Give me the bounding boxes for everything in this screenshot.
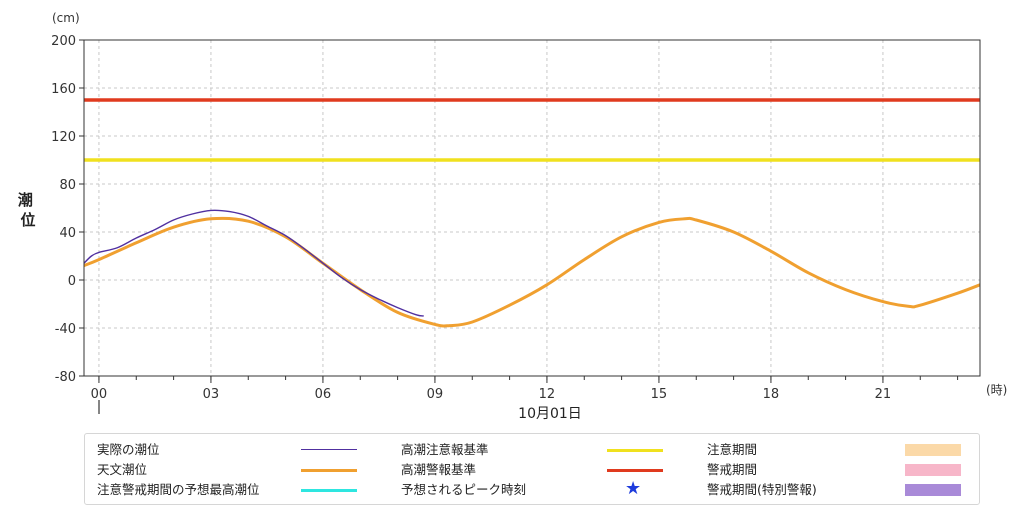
y-axis-label: 潮 位 xyxy=(18,191,38,229)
star-icon: ★ xyxy=(625,478,642,499)
y-tick-label: 200 xyxy=(51,34,76,49)
y-tick-label: 40 xyxy=(59,226,76,241)
series-line xyxy=(83,209,424,317)
series-line xyxy=(83,216,981,328)
series-lines xyxy=(83,209,981,328)
legend: 実際の潮位 高潮注意報基準 注意期間天文潮位 高潮警報基準 警戒期間注意警戒期間の予想最… xyxy=(84,433,980,505)
legend-line-swatch xyxy=(301,449,357,450)
y-tick-label: 160 xyxy=(51,82,76,97)
date-label: 10月01日 xyxy=(518,406,582,422)
legend-item: 高潮注意報基準 xyxy=(401,440,667,460)
legend-line-swatch xyxy=(607,469,663,472)
y-tick-label: 80 xyxy=(59,178,76,193)
y-tick-label: -80 xyxy=(55,370,76,385)
legend-item: 予想されるピーク時刻 ★ xyxy=(401,478,667,500)
legend-label: 天文潮位 xyxy=(97,462,148,477)
x-tick-label: 00 xyxy=(91,387,108,402)
x-tick-label: 12 xyxy=(539,387,556,402)
legend-label: 実際の潮位 xyxy=(97,442,160,457)
grid xyxy=(84,40,980,376)
y-tick-label: 120 xyxy=(51,130,76,145)
y-tick-label: -40 xyxy=(55,322,76,337)
y-unit-label: (cm) xyxy=(52,11,80,25)
legend-label: 高潮注意報基準 xyxy=(401,442,489,457)
y-ticks: 200 160 120 80 40 0 -40 -80 xyxy=(51,34,84,385)
legend-item: 高潮警報基準 xyxy=(401,460,667,480)
threshold-lines xyxy=(84,98,980,162)
legend-item: 実際の潮位 xyxy=(97,440,361,460)
x-tick-label: 03 xyxy=(203,387,220,402)
y-axis-label-char-1: 潮 xyxy=(18,191,33,209)
legend-label: 警戒期間 xyxy=(707,462,758,477)
legend-box-swatch xyxy=(905,464,961,476)
legend-box-swatch xyxy=(905,484,961,496)
legend-item: 警戒期間 xyxy=(707,460,971,480)
legend-label: 警戒期間(特別警報) xyxy=(707,482,817,497)
legend-line-swatch xyxy=(301,489,357,492)
legend-item: 天文潮位 xyxy=(97,460,361,480)
legend-line-swatch xyxy=(301,469,357,472)
legend-item: 注意警戒期間の予想最高潮位 xyxy=(97,480,361,500)
legend-line-swatch xyxy=(607,449,663,452)
x-tick-label: 06 xyxy=(315,387,332,402)
legend-label: 予想されるピーク時刻 xyxy=(401,482,527,497)
x-tick-label: 18 xyxy=(763,387,780,402)
legend-item: 警戒期間(特別警報) xyxy=(707,480,971,500)
x-tick-label: 15 xyxy=(651,387,668,402)
y-axis-label-char-2: 位 xyxy=(20,211,35,229)
plot-frame xyxy=(83,39,981,377)
legend-box-swatch xyxy=(905,444,961,456)
legend-item: 注意期間 xyxy=(707,440,971,460)
legend-label: 高潮警報基準 xyxy=(401,462,477,477)
y-tick-label: 0 xyxy=(68,274,76,289)
x-tick-label: 21 xyxy=(875,387,892,402)
x-tick-label: 09 xyxy=(427,387,444,402)
legend-label: 注意警戒期間の予想最高潮位 xyxy=(97,482,260,497)
x-ticks: 00 03 06 09 12 15 18 21 xyxy=(91,376,959,402)
x-unit-label: (時) xyxy=(986,383,1007,397)
tide-chart: (cm) 潮 位 200 160 120 80 40 0 -40 -80 00 03 06 09 12… xyxy=(18,11,1008,422)
legend-label: 注意期間 xyxy=(707,442,758,457)
